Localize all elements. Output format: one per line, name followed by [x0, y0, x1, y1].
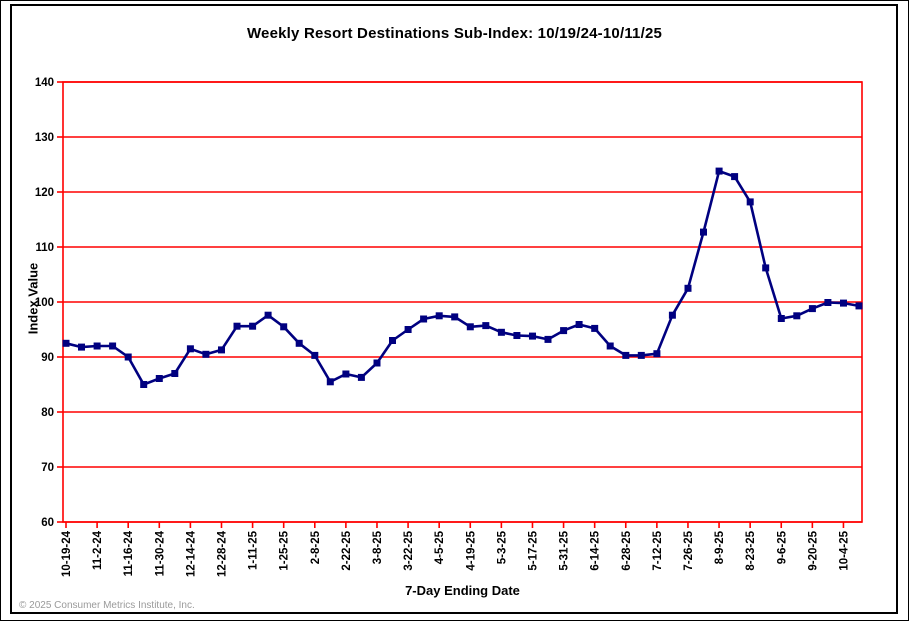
data-point — [186, 345, 194, 353]
y-tick-label: 60 — [41, 517, 54, 529]
data-point — [715, 167, 723, 175]
x-tick-label: 7-12-25 — [652, 530, 664, 570]
x-tick-label: 9-20-25 — [807, 530, 819, 570]
x-tick-label: 11-16-24 — [123, 530, 135, 576]
x-tick-label: 12-28-24 — [216, 530, 228, 577]
data-point — [793, 312, 801, 320]
data-point — [544, 335, 552, 343]
x-tick-label: 1-25-25 — [279, 530, 291, 570]
data-point — [218, 346, 225, 354]
data-point — [668, 311, 676, 319]
data-point — [591, 324, 599, 332]
x-tick-label: 11-2-24 — [92, 530, 104, 570]
data-point — [311, 351, 319, 359]
data-point — [233, 322, 241, 330]
data-point — [389, 337, 396, 344]
x-tick-label: 10-19-24 — [61, 530, 73, 577]
data-point — [762, 264, 770, 272]
data-point — [575, 321, 583, 328]
data-point — [466, 323, 474, 331]
data-point — [451, 313, 459, 321]
data-point — [497, 328, 505, 336]
x-tick-label: 8-9-25 — [714, 530, 726, 564]
x-tick-label: 7-26-25 — [683, 530, 695, 570]
y-tick-label: 100 — [35, 297, 54, 309]
data-point — [202, 350, 210, 358]
x-tick-label: 5-3-25 — [496, 530, 508, 564]
x-tick-label: 10-4-25 — [838, 530, 850, 570]
x-tick-label: 11-30-24 — [154, 530, 166, 576]
data-point — [93, 342, 101, 350]
x-tick-label: 5-31-25 — [559, 530, 571, 570]
data-point — [140, 381, 148, 388]
chart-title: Weekly Resort Destinations Sub-Index: 10… — [246, 25, 663, 42]
data-point — [513, 332, 521, 339]
data-point — [249, 322, 257, 330]
data-point — [404, 326, 412, 333]
data-point — [482, 322, 490, 330]
data-point — [622, 351, 630, 359]
x-tick-label: 6-28-25 — [621, 530, 633, 570]
data-point — [171, 370, 179, 377]
x-tick-label: 3-22-25 — [403, 530, 415, 570]
y-tick-label: 130 — [35, 132, 54, 144]
data-point — [746, 198, 754, 206]
series-line — [64, 169, 861, 386]
x-tick-label: 4-5-25 — [434, 530, 446, 564]
x-axis-title: 7-Day Ending Date — [405, 583, 520, 598]
data-point — [62, 339, 70, 347]
y-tick-label: 120 — [35, 187, 54, 199]
plot-border — [62, 81, 863, 523]
data-point — [373, 359, 381, 367]
data-point — [824, 299, 832, 306]
data-point — [855, 302, 863, 310]
data-point — [560, 327, 568, 335]
y-tick-label: 110 — [35, 242, 54, 254]
data-point — [435, 312, 443, 320]
data-point — [155, 375, 163, 382]
data-point — [342, 370, 350, 378]
data-point — [78, 343, 85, 351]
data-point — [326, 378, 334, 386]
data-point — [700, 228, 707, 236]
data-point — [606, 342, 614, 350]
x-tick-label: 8-23-25 — [745, 530, 757, 570]
data-point — [280, 323, 288, 331]
x-tick-label: 1-11-25 — [248, 530, 260, 570]
data-point — [109, 342, 117, 350]
x-tick-label: 3-8-25 — [372, 530, 384, 564]
data-point — [124, 353, 132, 361]
copyright-text: © 2025 Consumer Metrics Institute, Inc. — [19, 600, 195, 611]
y-tick-label: 70 — [41, 462, 54, 474]
data-point — [808, 305, 816, 313]
data-point — [529, 332, 536, 340]
y-tick-label: 90 — [41, 352, 54, 364]
y-tick-label: 80 — [41, 407, 54, 419]
x-tick-label: 2-8-25 — [310, 530, 322, 564]
x-tick-label: 12-14-24 — [185, 530, 197, 577]
data-point — [295, 339, 303, 347]
data-point — [264, 311, 272, 319]
x-tick-label: 9-6-25 — [776, 530, 788, 564]
x-tick-label: 6-14-25 — [590, 530, 602, 570]
data-point — [637, 351, 645, 359]
data-point — [731, 173, 739, 181]
data-point — [420, 315, 428, 323]
data-point — [840, 299, 847, 307]
x-tick-label: 4-19-25 — [465, 530, 477, 570]
x-tick-label: 5-17-25 — [527, 530, 539, 570]
data-point — [684, 284, 692, 292]
x-tick-label: 2-22-25 — [341, 530, 353, 570]
data-point — [653, 350, 661, 358]
data-point — [357, 373, 365, 381]
y-tick-label: 140 — [35, 77, 54, 89]
data-point — [777, 315, 785, 322]
